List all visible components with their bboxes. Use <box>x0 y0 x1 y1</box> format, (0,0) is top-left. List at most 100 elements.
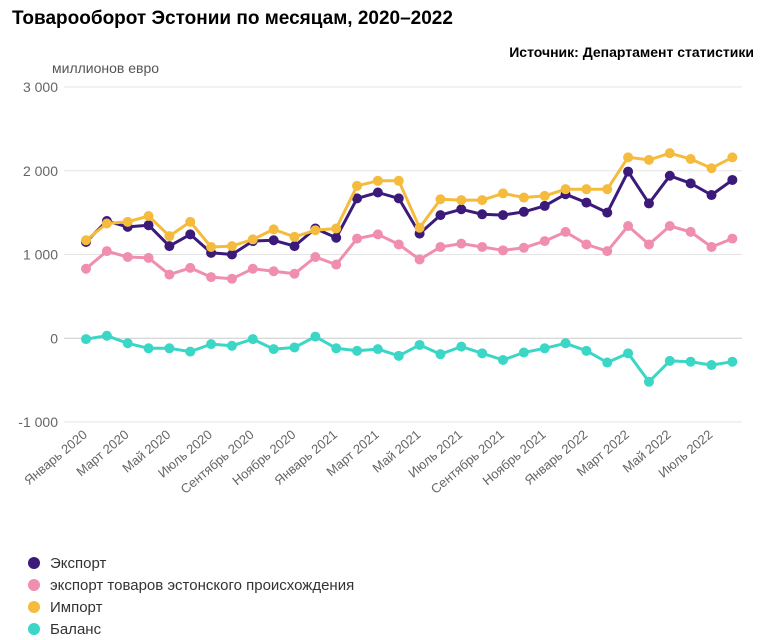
data-point <box>268 224 279 235</box>
data-point <box>602 184 613 195</box>
data-point <box>414 339 425 350</box>
data-point <box>268 344 279 355</box>
data-point <box>685 154 696 165</box>
data-point <box>706 163 717 174</box>
data-point <box>685 178 696 189</box>
data-point <box>560 226 571 237</box>
data-point <box>310 331 321 342</box>
y-tick-label: -1 000 <box>18 414 58 430</box>
series-1 <box>81 166 738 260</box>
series-4 <box>81 330 738 387</box>
data-point <box>122 338 133 349</box>
data-point <box>352 193 363 204</box>
data-point <box>185 229 196 240</box>
y-tick-label: 1 000 <box>23 247 58 263</box>
data-point <box>289 241 300 252</box>
data-point <box>185 346 196 357</box>
data-point <box>623 348 634 359</box>
data-point <box>706 360 717 371</box>
legend-item: Экспорт <box>28 552 354 574</box>
data-point <box>581 184 592 195</box>
data-point <box>206 241 217 252</box>
data-point <box>539 343 550 354</box>
data-point <box>372 344 383 355</box>
data-point <box>435 241 446 252</box>
data-point <box>331 232 342 243</box>
x-tick-label: Сентябрь 2020 <box>178 427 257 497</box>
data-point <box>414 254 425 265</box>
data-point <box>581 197 592 208</box>
data-point <box>101 246 112 257</box>
y-tick-labels: -1 000 0 1 000 2 000 3 000 <box>18 79 58 430</box>
data-point <box>581 239 592 250</box>
data-point <box>664 221 675 232</box>
data-point <box>310 225 321 236</box>
data-point <box>247 234 258 245</box>
data-point <box>456 204 467 215</box>
data-point <box>727 233 738 244</box>
data-point <box>143 343 154 354</box>
chart-title: Товарооборот Эстонии по месяцам, 2020–20… <box>12 8 453 29</box>
data-point <box>518 192 529 203</box>
data-point <box>289 342 300 353</box>
data-point <box>164 241 175 252</box>
data-point <box>518 206 529 217</box>
data-point <box>643 239 654 250</box>
data-point <box>685 356 696 367</box>
legend-item: Баланс <box>28 618 354 640</box>
data-point <box>643 376 654 387</box>
legend-swatch <box>28 623 40 635</box>
data-point <box>331 259 342 270</box>
data-point <box>518 242 529 253</box>
legend-label: экспорт товаров эстонского происхождения <box>50 576 355 594</box>
data-point <box>664 148 675 159</box>
data-point <box>414 222 425 233</box>
data-point <box>372 229 383 240</box>
legend-swatch <box>28 557 40 569</box>
data-point <box>81 263 91 274</box>
data-point <box>226 340 237 351</box>
data-point <box>477 241 488 252</box>
data-point <box>310 252 321 263</box>
data-point <box>498 355 508 366</box>
data-point <box>81 235 91 246</box>
data-point <box>560 338 571 349</box>
data-point <box>477 209 488 220</box>
data-point <box>581 345 592 356</box>
data-point <box>498 188 508 199</box>
data-point <box>539 200 550 211</box>
data-point <box>226 241 237 252</box>
data-point <box>498 245 508 256</box>
y-tick-label: 2 000 <box>23 163 58 179</box>
data-point <box>664 355 675 366</box>
data-point <box>352 180 363 191</box>
data-point <box>206 339 217 350</box>
legend-item: Импорт <box>28 596 354 618</box>
legend-label: Баланс <box>50 620 102 638</box>
data-point <box>727 152 738 163</box>
data-point <box>435 210 446 221</box>
data-point <box>101 218 112 229</box>
data-point <box>226 273 237 284</box>
data-point <box>456 195 467 206</box>
data-point <box>372 187 383 198</box>
data-point <box>393 175 404 186</box>
data-point <box>268 266 279 277</box>
data-point <box>185 216 196 227</box>
data-point <box>727 356 738 367</box>
data-point <box>122 252 133 263</box>
data-point <box>477 348 488 359</box>
series-group <box>81 148 738 387</box>
data-point <box>101 330 112 341</box>
series-2 <box>81 221 738 284</box>
series-line <box>84 170 734 256</box>
y-tick-label: 3 000 <box>23 79 58 95</box>
legend-swatch <box>28 579 40 591</box>
data-point <box>331 343 342 354</box>
data-point <box>164 231 175 242</box>
x-tick-label: Сентябрь 2021 <box>428 427 507 497</box>
data-point <box>602 246 613 257</box>
legend-label: Импорт <box>50 598 103 616</box>
data-point <box>164 343 175 354</box>
